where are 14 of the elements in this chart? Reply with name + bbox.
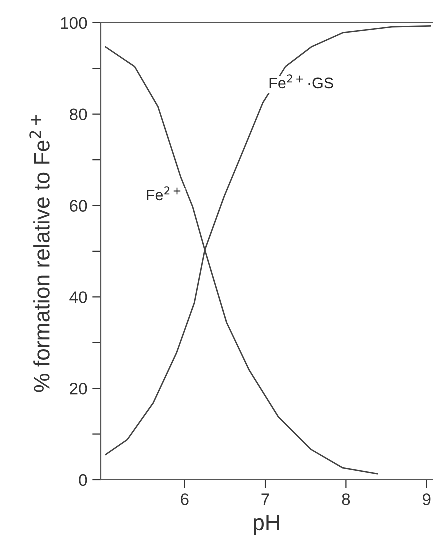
y-axis-title: % formation relative to Fe$^{2+}$ xyxy=(30,115,50,392)
x-tick-label: 9 xyxy=(423,494,431,506)
annotation: Fe$^{2+}$·GS xyxy=(270,74,334,89)
y-tick-label: 80 xyxy=(70,108,88,121)
y-tick-label: 60 xyxy=(70,200,88,212)
annotation: Fe$^{2+}$ xyxy=(147,186,181,201)
x-axis-title: pH xyxy=(254,515,280,535)
y-tick-label: 0 xyxy=(79,474,88,486)
y-tick-label: 20 xyxy=(70,382,88,395)
x-tick-label: 6 xyxy=(181,494,189,506)
y-tick-label: 100 xyxy=(61,17,88,30)
x-tick-label: 8 xyxy=(342,494,350,506)
y-tick-label: 40 xyxy=(70,292,88,304)
x-tick-label: 7 xyxy=(262,494,270,506)
